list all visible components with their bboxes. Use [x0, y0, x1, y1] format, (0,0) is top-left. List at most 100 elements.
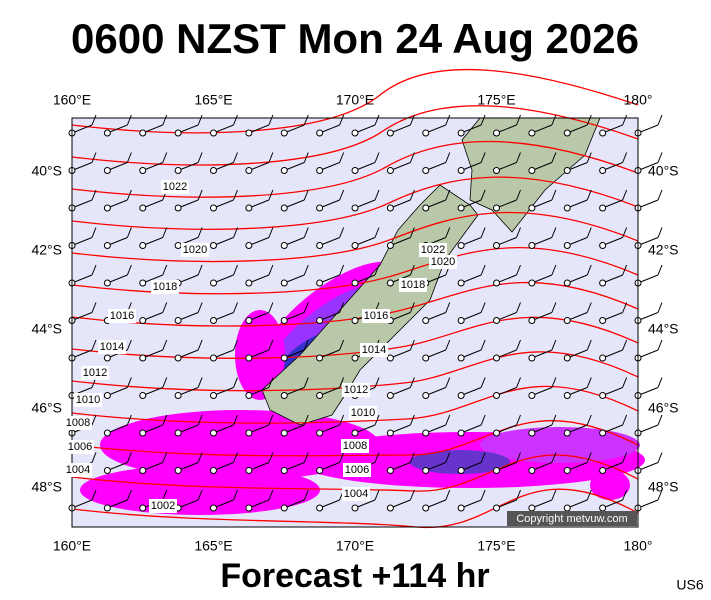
barb-flag: [409, 227, 415, 238]
barb-staff: [496, 424, 517, 434]
isobar-label: 1014: [100, 341, 124, 353]
isobar: [71, 104, 639, 166]
barb-flag: [657, 152, 663, 163]
station: [210, 279, 217, 287]
station: [210, 392, 217, 399]
station: [528, 429, 536, 437]
latitude-label: 44°S: [31, 321, 62, 337]
station: [493, 504, 500, 512]
station: [280, 467, 288, 474]
barb-staff: [637, 312, 659, 321]
barb-flag: [162, 339, 168, 351]
station: [563, 392, 571, 399]
barb-staff: [107, 387, 128, 396]
isobar: [71, 351, 639, 392]
station: [280, 129, 288, 137]
barb-flag: [303, 452, 309, 463]
barb-staff: [390, 499, 411, 509]
station: [210, 129, 217, 137]
barb-staff: [637, 499, 659, 509]
station: [493, 317, 500, 324]
barb-flag: [516, 189, 521, 201]
barb-flag: [126, 377, 132, 388]
station: [386, 429, 394, 437]
barb-staff: [567, 199, 588, 209]
isobar-label: 1006: [345, 464, 369, 476]
isobar-label-box: [181, 243, 209, 257]
barb-flag: [445, 339, 451, 351]
station: [280, 204, 288, 212]
barb-flag: [409, 152, 415, 163]
barb-flag: [268, 452, 274, 463]
barb-staff: [71, 349, 93, 359]
barb-flag: [303, 227, 309, 238]
barb-flag: [480, 152, 486, 163]
isobar-label-box: [419, 243, 447, 257]
barb-flag: [480, 264, 486, 276]
barb-flag: [445, 377, 451, 388]
barb-staff: [107, 237, 128, 246]
longitude-label: 170°E: [336, 92, 374, 108]
barb-flag: [586, 189, 592, 201]
barb-flag: [197, 339, 203, 351]
station: [280, 242, 288, 249]
barb-flag: [480, 452, 486, 463]
barb-flag: [339, 152, 345, 163]
station: [174, 429, 182, 437]
barb-staff: [248, 349, 270, 359]
barb-flag: [162, 227, 168, 238]
barb-flag: [233, 339, 238, 351]
barb-flag: [91, 152, 97, 163]
barb-flag: [374, 377, 380, 388]
barb-flag: [303, 114, 309, 126]
barb-staff: [390, 124, 411, 134]
barb-flag: [445, 152, 451, 163]
station: [563, 242, 571, 249]
barb-flag: [162, 452, 168, 463]
barb-flag: [374, 264, 380, 276]
barb-flag: [233, 489, 238, 501]
isobar-label-box: [343, 463, 371, 477]
barb-staff: [107, 124, 128, 134]
barb-staff: [602, 462, 623, 471]
barb-flag: [622, 339, 628, 351]
barb-staff: [213, 124, 234, 134]
barb-staff: [107, 274, 128, 284]
barb-staff: [531, 349, 553, 359]
station: [139, 392, 147, 399]
station: [139, 242, 147, 249]
model-code: US6: [676, 577, 703, 593]
barb-flag: [197, 377, 203, 388]
station: [210, 317, 217, 324]
station: [599, 467, 607, 474]
station: [386, 204, 394, 212]
barb-flag: [445, 227, 451, 238]
barb-staff: [142, 199, 163, 209]
barb-flag: [303, 189, 309, 201]
station: [103, 429, 111, 437]
barb-staff: [637, 424, 659, 434]
barb-flag: [339, 114, 345, 126]
barb-staff: [390, 349, 411, 359]
barb-staff: [460, 462, 482, 471]
barb-staff: [531, 312, 553, 321]
barb-staff: [567, 349, 588, 359]
barb-flag: [374, 452, 380, 463]
barb-staff: [248, 162, 270, 171]
barb-flag: [622, 227, 628, 238]
barb-flag: [162, 264, 168, 276]
barb-staff: [496, 162, 517, 171]
station: [386, 279, 394, 287]
barb-staff: [531, 124, 553, 134]
isobar: [71, 282, 639, 327]
station: [174, 354, 182, 362]
isobar-label-box: [151, 280, 179, 294]
barb-flag: [303, 489, 309, 501]
latitude-label: 42°S: [648, 242, 679, 258]
barb-flag: [480, 414, 486, 426]
barb-staff: [390, 237, 411, 246]
barb-flag: [162, 377, 168, 388]
barb-staff: [284, 424, 305, 434]
barb-flag: [516, 264, 521, 276]
